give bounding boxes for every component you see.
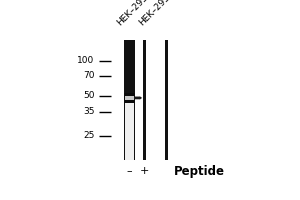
Bar — [125, 96, 134, 160]
Text: HEK–293: HEK–293 — [115, 0, 149, 28]
FancyArrow shape — [134, 96, 142, 100]
Bar — [124, 40, 135, 160]
Bar — [124, 93, 135, 103]
Text: 50: 50 — [83, 91, 94, 100]
Text: 100: 100 — [77, 56, 94, 65]
Text: 25: 25 — [83, 131, 94, 140]
Bar — [125, 96, 134, 100]
Text: HEK–293: HEK–293 — [137, 0, 172, 28]
Text: +: + — [140, 166, 149, 176]
Bar — [143, 40, 146, 160]
Bar — [165, 40, 168, 160]
Text: 70: 70 — [83, 71, 94, 80]
Text: Peptide: Peptide — [173, 165, 224, 178]
Text: 35: 35 — [83, 107, 94, 116]
Text: –: – — [127, 166, 132, 176]
